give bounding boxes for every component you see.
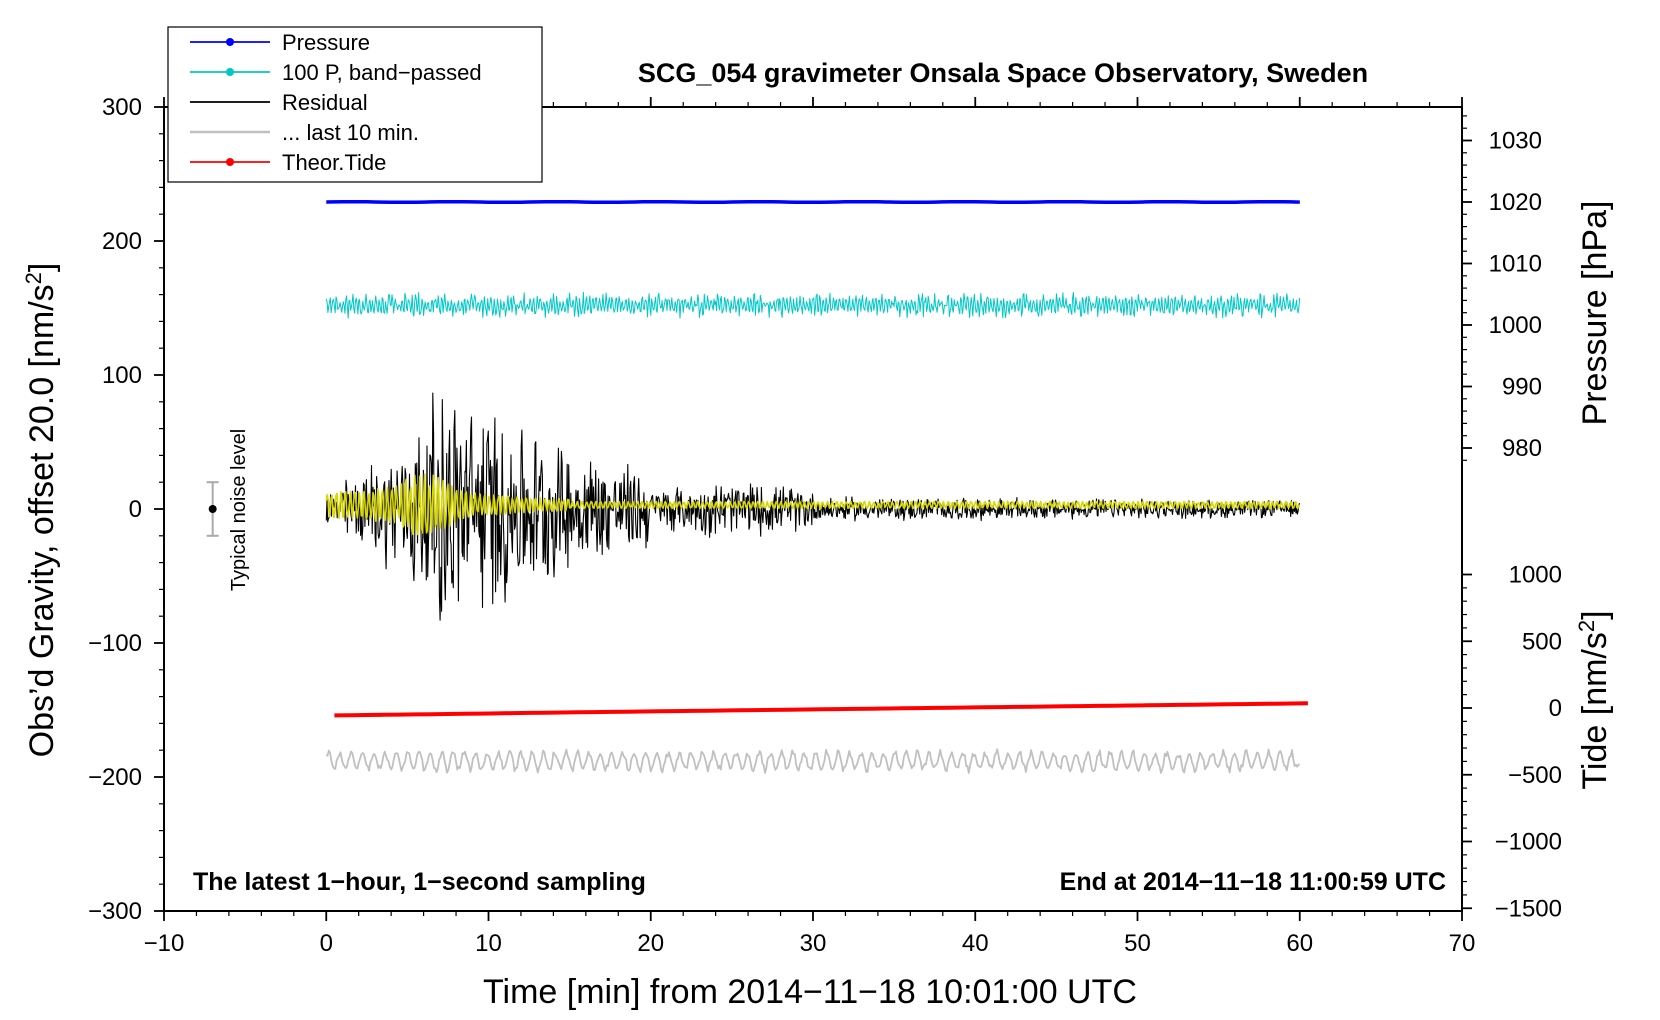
- x-tick-label: −10: [144, 930, 185, 957]
- noise-bar-label: Typical noise level: [228, 429, 250, 591]
- tide-tick-label: 1000: [1509, 562, 1562, 589]
- pressure-tick-label: 1030: [1489, 128, 1542, 155]
- y-axis-label-main: Obs’d Gravity, offset 20.0 [nm/s: [23, 284, 61, 757]
- y-tick-label: −300: [88, 898, 142, 925]
- tide-tick-label: −500: [1508, 762, 1562, 789]
- series-residual-filtered: [325, 473, 1300, 536]
- series-theoretical-tide: [334, 701, 1308, 718]
- pressure-tick-label: 990: [1502, 374, 1542, 401]
- noise-bar-dot: [208, 505, 217, 513]
- x-tick-label: 40: [962, 930, 989, 957]
- legend-label: Theor.Tide: [282, 150, 386, 175]
- x-tick-label: 70: [1449, 930, 1476, 957]
- annotation-sampling: The latest 1−hour, 1−second sampling: [193, 868, 646, 896]
- legend-box: [167, 26, 543, 183]
- noise-bar: Typical noise level: [206, 429, 250, 591]
- y-axis-ticks: 300 200 100 0 −100 −200 −300: [88, 94, 164, 925]
- tide-tick-label: 500: [1522, 628, 1562, 655]
- pressure-axis-label: Pressure [hPa]: [1576, 201, 1614, 426]
- legend-marker: [226, 38, 234, 46]
- tide-axis-label-sup: 2: [1574, 620, 1599, 632]
- x-tick-label: 60: [1286, 930, 1313, 957]
- legend-marker: [226, 158, 234, 166]
- tide-axis-label: Tide [nm/s2]: [1574, 610, 1614, 789]
- y-tick-label: 200: [102, 228, 142, 255]
- pressure-axis-ticks: 1030 1020 1010 1000 990 980: [1462, 115, 1542, 462]
- pressure-tick-label: 1020: [1489, 189, 1542, 216]
- pressure-tick-label: 1010: [1489, 251, 1542, 278]
- tide-axis-ticks: 1000 500 0 −500 −1000 −1500: [1462, 562, 1562, 922]
- x-tick-label: 20: [637, 930, 664, 957]
- series-band-passed-pressure: [325, 291, 1301, 319]
- y-tick-label: −100: [88, 630, 142, 657]
- x-axis-ticks: −10 0 10 20 30 40 50 60 70: [144, 97, 1476, 957]
- x-tick-label: 50: [1124, 930, 1151, 957]
- legend-marker: [226, 68, 234, 76]
- x-tick-label: 10: [475, 930, 502, 957]
- legend-label: Pressure: [282, 30, 370, 55]
- legend-label: 100 P, band−passed: [282, 60, 482, 85]
- y-tick-label: 100: [102, 362, 142, 389]
- tide-tick-label: −1000: [1495, 829, 1562, 856]
- legend-label: ... last 10 min.: [282, 120, 419, 145]
- y-tick-label: 300: [102, 94, 142, 121]
- series-last-10-min: [325, 748, 1301, 774]
- annotation-end-time: End at 2014−11−18 11:00:59 UTC: [1060, 868, 1446, 896]
- x-axis-label: Time [min] from 2014−11−18 10:01:00 UTC: [483, 973, 1137, 1011]
- pressure-tick-label: 1000: [1489, 312, 1542, 339]
- y-axis-label-end: ]: [23, 263, 61, 272]
- y-tick-label: −200: [88, 764, 142, 791]
- legend-label: Residual: [282, 90, 368, 115]
- x-tick-label: 30: [800, 930, 827, 957]
- tide-tick-label: 0: [1549, 695, 1562, 722]
- y-tick-label: 0: [129, 496, 142, 523]
- chart-title: SCG_054 gravimeter Onsala Space Observat…: [638, 58, 1368, 88]
- y-axis-label-sup: 2: [21, 272, 46, 284]
- series-group: [325, 199, 1308, 774]
- legend: Pressure 100 P, band−passed Residual ... la…: [167, 26, 543, 183]
- tide-axis-label-main: Tide [nm/s: [1576, 632, 1614, 789]
- series-pressure: [326, 199, 1300, 205]
- tide-axis-label-end: ]: [1576, 610, 1614, 619]
- y-axis-label: Obs’d Gravity, offset 20.0 [nm/s2]: [21, 263, 61, 758]
- x-tick-label: 0: [320, 930, 333, 957]
- tide-tick-label: −1500: [1495, 895, 1562, 922]
- pressure-tick-label: 980: [1502, 435, 1542, 462]
